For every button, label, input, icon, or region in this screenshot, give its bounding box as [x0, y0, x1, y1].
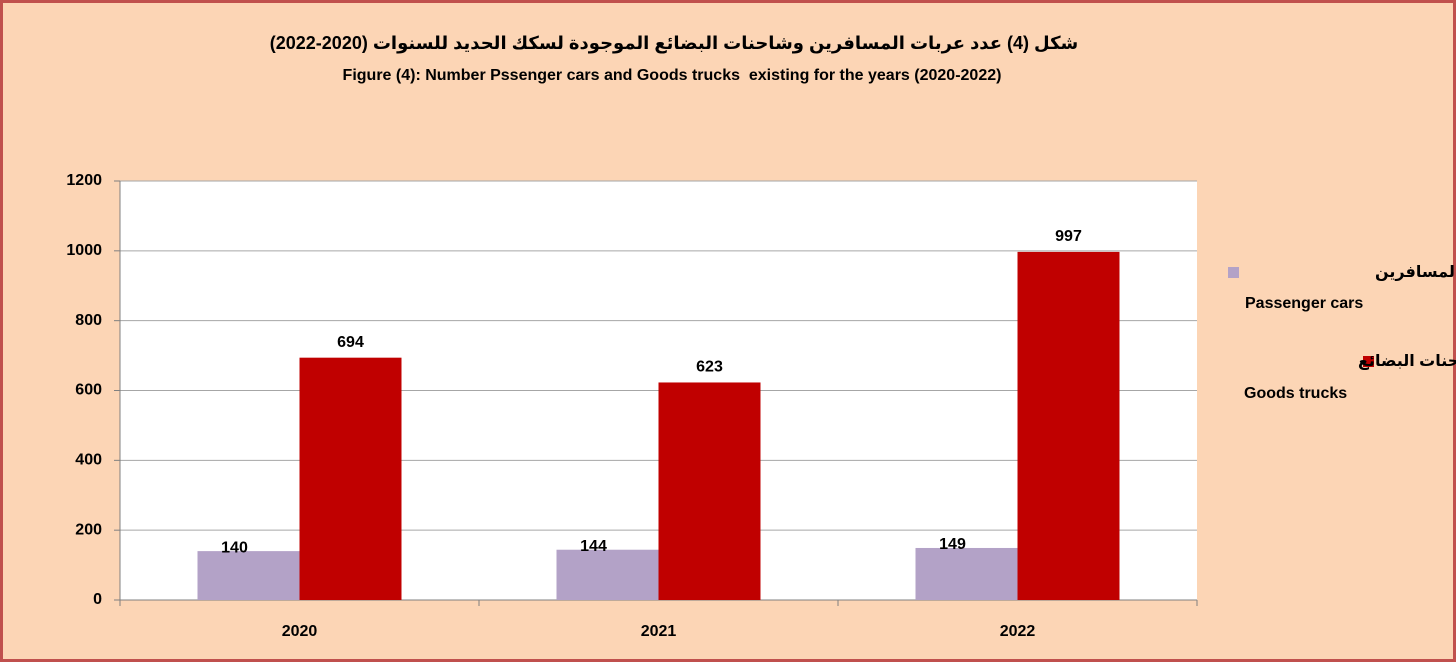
data-label: 144	[580, 538, 607, 555]
bar	[658, 382, 761, 600]
y-tick-label: 800	[75, 312, 102, 329]
data-label: 694	[337, 334, 364, 351]
chart-title-arabic: شكل (4) عدد عربات المسافرين وشاحنات البض…	[270, 33, 1079, 54]
data-label: 140	[221, 539, 248, 556]
legend-marker	[1363, 356, 1374, 367]
y-tick-label: 400	[75, 452, 102, 469]
data-label: 997	[1055, 228, 1082, 245]
legend-label: Passenger cars	[1245, 295, 1363, 312]
chart-title: Figure (4): Number Pssenger cars and Goo…	[343, 67, 1002, 84]
x-tick-label: 2020	[282, 623, 318, 640]
y-tick-label: 0	[93, 591, 102, 608]
y-tick-label: 600	[75, 382, 102, 399]
bar	[197, 551, 300, 600]
legend-marker	[1228, 267, 1239, 278]
legend-label-arabic: شاحنات البضائع	[1358, 353, 1456, 370]
y-tick-label: 200	[75, 521, 102, 538]
x-tick-label: 2022	[1000, 623, 1036, 640]
y-tick-label: 1200	[66, 172, 102, 189]
legend-label-arabic: عربات المسافرين	[1375, 264, 1456, 281]
legend-label: Goods trucks	[1244, 385, 1347, 402]
y-tick-label: 1000	[66, 242, 102, 259]
bar	[915, 547, 1018, 600]
data-label: 623	[696, 359, 723, 376]
bar	[1017, 251, 1120, 600]
data-label: 149	[939, 536, 966, 553]
x-tick-label: 2021	[641, 623, 677, 640]
bar	[556, 549, 659, 600]
bar	[299, 357, 402, 600]
